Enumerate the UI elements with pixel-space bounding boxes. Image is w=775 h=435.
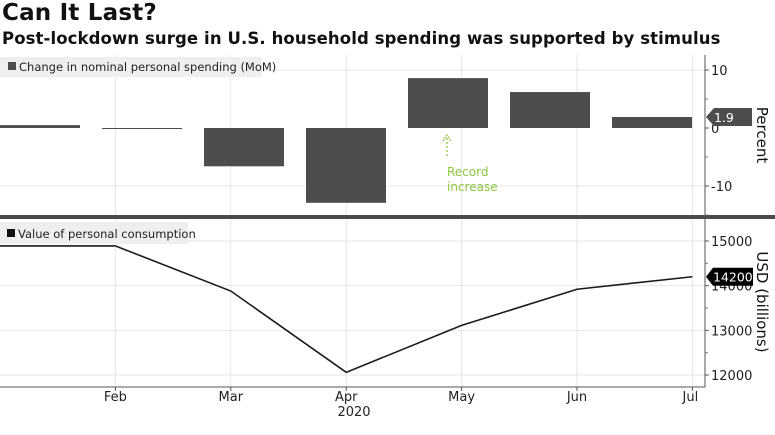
chart-subtitle: Post-lockdown surge in U.S. household sp…: [2, 29, 721, 48]
annotation-line-1: Record: [447, 165, 488, 179]
top-badge-shape: [706, 107, 752, 126]
top-panel-bars: [0, 78, 692, 203]
annotation-arrow-head-icon: [442, 133, 452, 142]
bottom-legend: Value of personal consumption: [0, 222, 196, 244]
top-ytick-label: 10: [711, 64, 728, 79]
xtick-label-apr: Apr: [335, 390, 358, 405]
top-badge-value: 1.9: [714, 110, 734, 125]
bottom-panel-grid: [0, 219, 705, 387]
xtick-label-may: May: [448, 390, 475, 405]
bottom-ytick-label: 15000: [711, 235, 752, 250]
bottom-ytick-label: 13000: [711, 324, 752, 339]
top-legend: Change in nominal personal spending (MoM…: [0, 57, 276, 77]
bottom-badge-shape: [706, 267, 753, 286]
bar-jun: [510, 92, 590, 128]
bar-feb: [102, 128, 182, 129]
chart-title: Can It Last?: [2, 0, 157, 26]
xtick-label-feb: Feb: [104, 390, 127, 405]
top-ytick-label: -10: [711, 180, 732, 195]
bar-jul: [612, 116, 692, 128]
bottom-panel-line: [0, 245, 693, 374]
bar-apr: [306, 128, 386, 203]
bottom-badge-value: 14200: [713, 270, 753, 285]
top-legend-bg: [0, 57, 262, 77]
bar-jan: [0, 125, 80, 128]
bottom-last-value-badge: 14200: [706, 267, 753, 286]
bottom-legend-bg: [0, 222, 188, 244]
bar-mar: [204, 128, 284, 167]
xtick-label-jul: Jul: [682, 390, 699, 405]
x-ticks: Feb Mar Apr May Jun Jul: [104, 387, 698, 405]
bottom-ytick-label: 12000: [711, 369, 752, 384]
panel-divider: [0, 215, 775, 219]
xtick-label-jun: Jun: [566, 390, 587, 405]
top-legend-swatch: [8, 62, 16, 70]
top-legend-label: Change in nominal personal spending (MoM…: [19, 60, 276, 74]
bottom-y-axis-title: USD (billions): [753, 251, 771, 352]
top-y-axis-title: Percent: [753, 107, 771, 164]
annotation-line-2: increase: [447, 180, 498, 194]
top-ytick-label: 0: [711, 122, 719, 137]
xtick-label-mar: Mar: [219, 390, 244, 405]
bottom-legend-label: Value of personal consumption: [18, 227, 196, 241]
top-last-value-badge: 1.9: [706, 107, 752, 126]
x-axis-year-label: 2020: [337, 405, 370, 420]
record-increase-annotation: Record increase: [442, 133, 498, 194]
bottom-legend-swatch: [7, 229, 15, 237]
top-y-ticks: 10 0 -10: [705, 64, 732, 216]
bar-may: [408, 78, 488, 128]
